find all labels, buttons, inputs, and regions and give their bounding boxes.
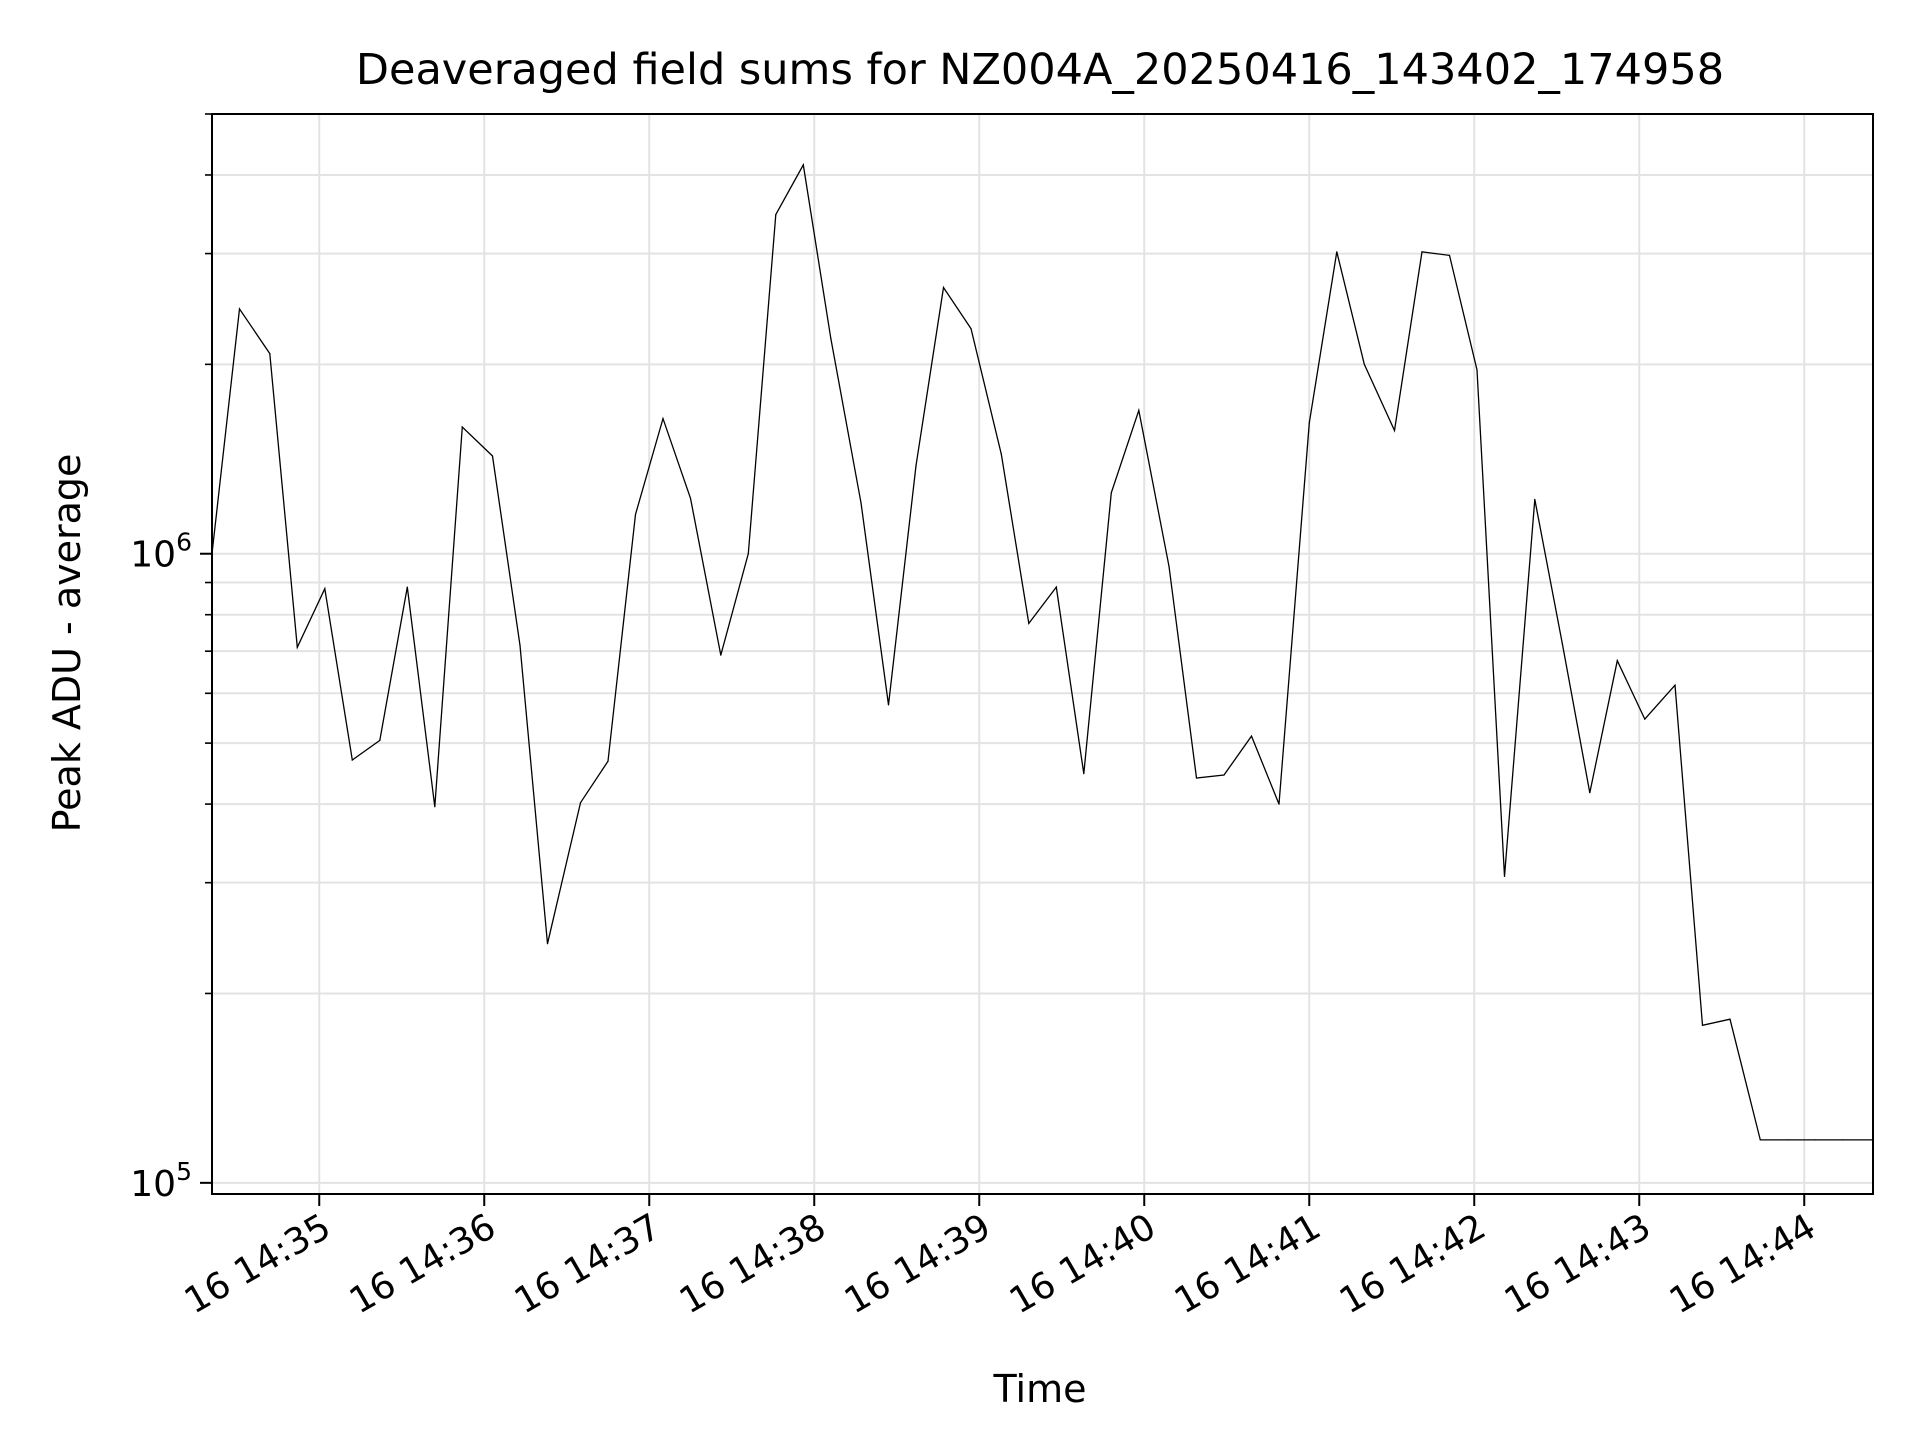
data-point [546,943,549,945]
x-axis-label: Time [993,1367,1087,1411]
data-point [1000,453,1002,455]
data-point [720,654,722,656]
data-point [461,426,463,428]
data-point [1168,565,1170,567]
data-point [775,214,777,216]
data-point [1223,774,1225,776]
data-point [860,502,862,504]
y-tick-label: 105 [130,1157,192,1205]
data-point [1534,498,1536,500]
y-tick-label: 106 [130,528,192,576]
data-point [1028,622,1030,625]
data-point [1561,642,1563,645]
data-point [1393,429,1396,432]
data-point [296,646,298,648]
data-point [379,739,381,742]
data-points [211,164,1874,1141]
grid [212,113,1873,1194]
data-point [1759,1139,1761,1141]
data-point [1842,1139,1844,1141]
data-point [1503,875,1506,878]
plot-frame [211,113,1874,1195]
data-point [579,802,582,804]
data-point [607,760,609,762]
data-point [1476,369,1478,371]
chart-title: Deaveraged field sums for NZ004A_2025041… [356,45,1724,95]
data-point [830,337,832,339]
data-point [689,497,692,499]
data-point [1616,660,1618,662]
data-point [1138,409,1140,411]
data-point [970,328,972,330]
data-point [1701,1024,1704,1026]
data-point [351,759,353,761]
data-point [1644,718,1646,720]
y-axis-label: Peak ADU - average [45,454,89,833]
data-point [434,806,436,808]
y-axis-ticks: 105 106 [130,113,212,1205]
data-point [491,455,494,457]
data-point [1278,803,1280,805]
data-point [1674,684,1676,686]
data-point [519,644,521,647]
data-point [1787,1139,1789,1141]
data-point [1448,254,1451,256]
data-point [1083,773,1085,775]
data-point [1421,251,1423,253]
data-point [802,164,804,166]
data-point [1589,792,1591,794]
data-point [406,586,408,588]
data-point [1363,363,1365,365]
data-point [1250,735,1253,737]
data-point [634,513,637,516]
data-point [662,418,664,420]
data-point [942,286,945,289]
data-point [1729,1018,1731,1020]
data-point [324,588,326,590]
data-point [1110,492,1112,494]
data-point [269,353,271,355]
data-point [1055,586,1057,588]
data-point [915,465,917,467]
data-point [1308,422,1310,424]
data-point [887,704,890,706]
data-point [747,553,749,555]
data-point [238,308,241,310]
data-point [1195,777,1198,779]
data-point [1814,1139,1816,1141]
series-line [211,162,1873,1141]
data-point [1336,251,1338,253]
